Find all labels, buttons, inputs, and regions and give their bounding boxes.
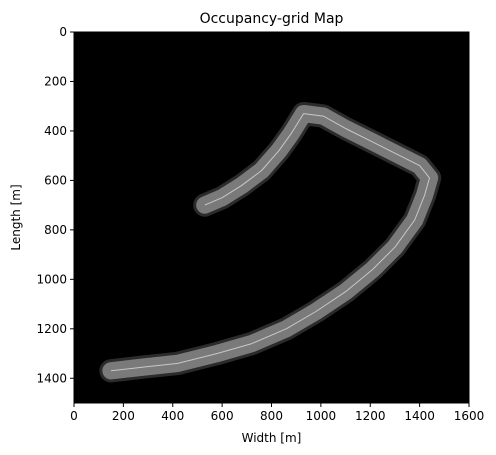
- y-tick-label: 200: [44, 74, 67, 88]
- y-tick-label: 1400: [36, 371, 67, 385]
- x-tick-label: 800: [260, 409, 283, 423]
- x-axis: 0 200 400 600 800 1000 1200 1400 1600: [70, 403, 484, 423]
- y-tick-label: 600: [44, 173, 67, 187]
- x-tick-label: 1200: [355, 409, 386, 423]
- x-tick-label: 400: [161, 409, 184, 423]
- x-tick-label: 200: [112, 409, 135, 423]
- chart-title: Occupancy-grid Map: [200, 11, 344, 27]
- trajectory-line: [110, 113, 430, 372]
- x-axis-label: Width [m]: [242, 431, 302, 445]
- x-tick-label: 1400: [404, 409, 435, 423]
- x-tick-label: 1000: [306, 409, 337, 423]
- x-tick-label: 1600: [454, 409, 485, 423]
- x-tick-label: 600: [211, 409, 234, 423]
- y-axis: 0 200 400 600 800 1000 1200 1400: [36, 25, 74, 385]
- y-tick-label: 1000: [36, 272, 67, 286]
- y-tick-label: 800: [44, 223, 67, 237]
- occupancy-map: [99, 101, 442, 383]
- y-axis-label: Length [m]: [9, 184, 23, 250]
- y-tick-label: 400: [44, 124, 67, 138]
- y-tick-label: 1200: [36, 322, 67, 336]
- x-tick-label: 0: [70, 409, 78, 423]
- y-tick-label: 0: [59, 25, 67, 39]
